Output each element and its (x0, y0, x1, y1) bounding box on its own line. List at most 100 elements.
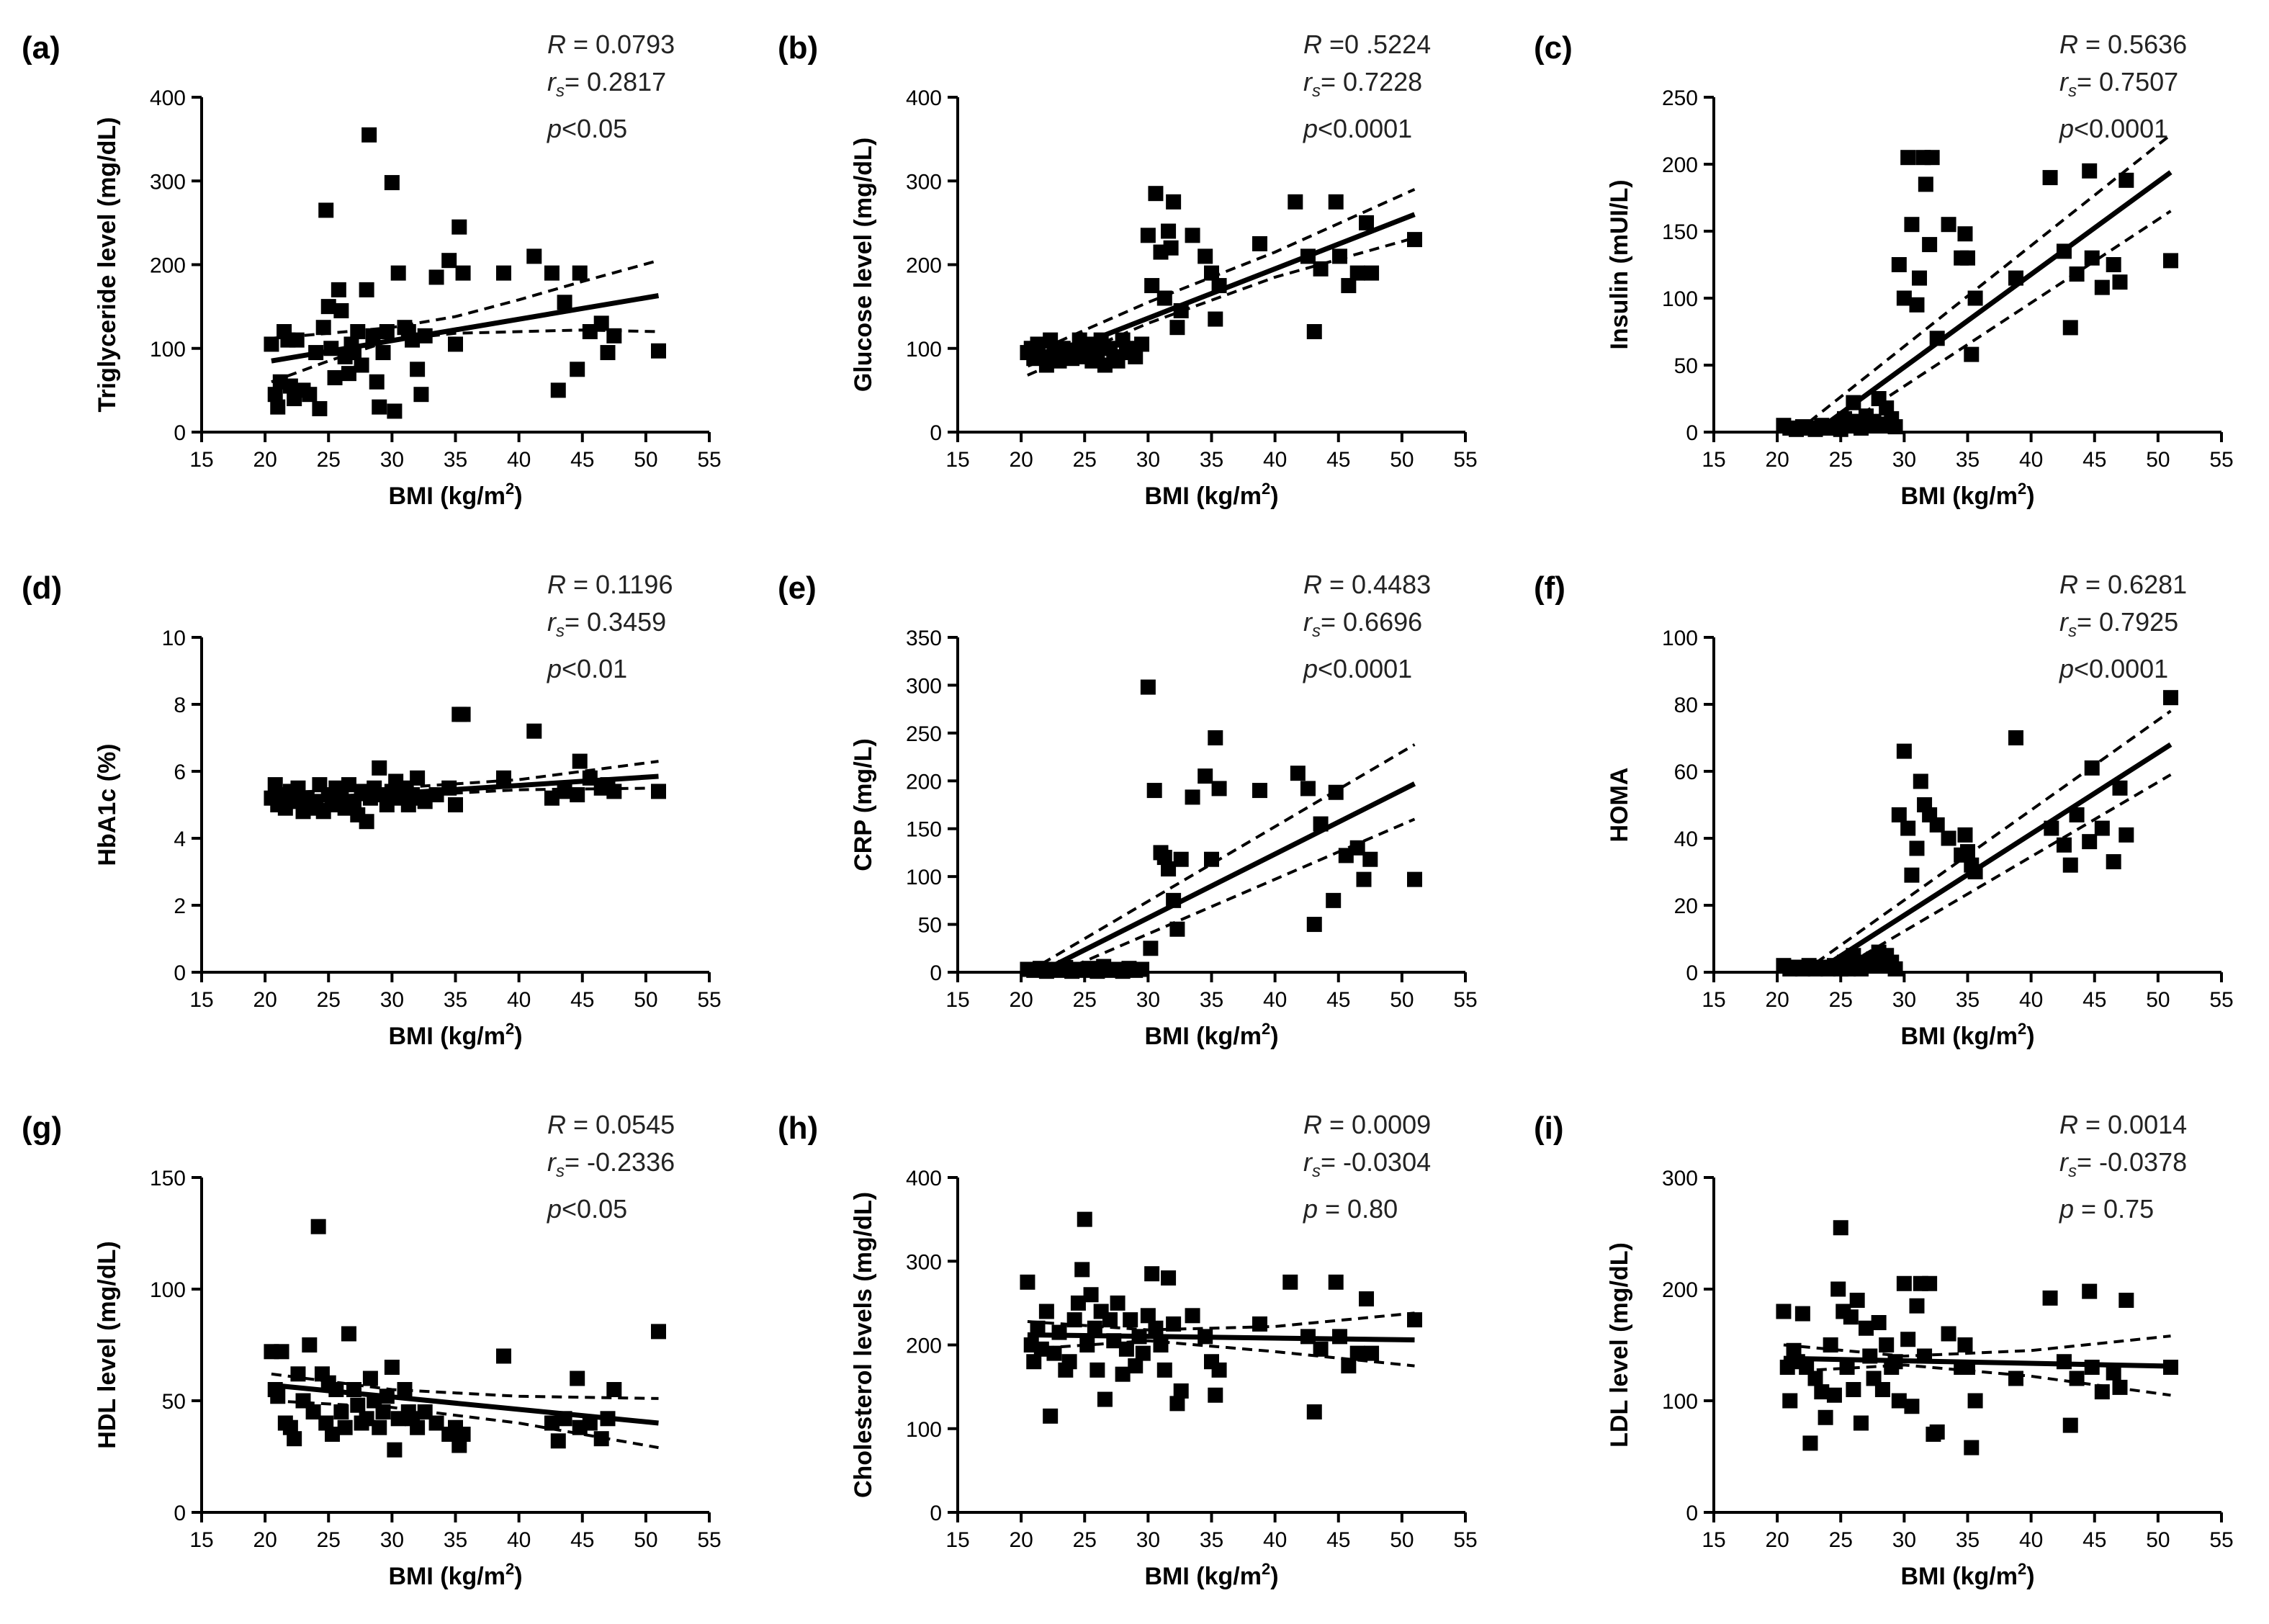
data-point (1900, 1332, 1916, 1347)
data-point (2082, 1283, 2098, 1299)
stat-r-line: R = 0.0014 (2059, 1106, 2187, 1144)
data-point (2056, 243, 2072, 259)
stat-p-line: p<0.05 (547, 1190, 675, 1228)
stat-r-value: = 0.4483 (1322, 570, 1432, 599)
data-point (1173, 302, 1189, 318)
x-tick-label: 20 (253, 1528, 277, 1552)
data-point (405, 332, 421, 348)
y-tick-label: 0 (174, 421, 186, 445)
data-point (606, 1382, 622, 1397)
data-point (1110, 1295, 1125, 1311)
x-tick-label: 30 (1136, 988, 1160, 1012)
data-point (417, 328, 433, 344)
data-point (1917, 1348, 1933, 1364)
x-axis-title: BMI (kg/m2) (1144, 1020, 1278, 1050)
data-point (1038, 357, 1054, 373)
data-point (2062, 1417, 2078, 1433)
data-point (1849, 1293, 1865, 1308)
data-point (651, 1324, 666, 1340)
data-point (1814, 1384, 1830, 1400)
x-tick-label: 35 (1200, 448, 1223, 472)
y-tick-label: 10 (162, 627, 186, 650)
y-tick-label: 100 (1662, 1390, 1698, 1414)
data-point (1341, 278, 1357, 294)
data-point (375, 345, 391, 361)
data-point (1051, 1324, 1067, 1340)
data-point (369, 374, 385, 390)
data-point (1300, 781, 1316, 797)
data-point (2084, 250, 2100, 266)
stat-rs-value: = -0.0378 (2077, 1147, 2188, 1177)
stat-rs-symbol: r (1303, 67, 1312, 97)
data-point (384, 1360, 400, 1375)
data-point (1807, 1370, 1823, 1386)
x-axis-title: BMI (kg/m2) (1900, 1020, 2034, 1050)
y-tick-label: 0 (930, 421, 942, 445)
data-point (1173, 1383, 1189, 1399)
stat-rs-line: rs= 0.3459 (547, 604, 673, 650)
data-point (1922, 1275, 1938, 1291)
x-tick-label: 15 (189, 448, 213, 472)
data-point (1198, 248, 1213, 264)
stat-rs-value: = 0.2817 (565, 67, 667, 97)
stats-block: R = 0.4483 rs= 0.6696 p<0.0001 (1303, 566, 1431, 688)
x-tick-label: 50 (634, 448, 657, 472)
y-tick-label: 8 (174, 694, 186, 717)
y-tick-label: 400 (906, 1167, 942, 1190)
data-point (1853, 1415, 1869, 1431)
data-point (1161, 1270, 1177, 1286)
data-point (550, 1433, 566, 1449)
data-point (1349, 265, 1365, 281)
data-point (1288, 194, 1303, 210)
stat-rs-value: = -0.0304 (1321, 1147, 1432, 1177)
data-point (1967, 864, 1983, 879)
data-point (606, 784, 622, 799)
y-tick-label: 80 (1674, 694, 1698, 717)
ci-upper-line (271, 1372, 659, 1400)
data-point (337, 1419, 353, 1435)
data-point (2056, 1354, 2072, 1370)
data-point (282, 378, 298, 394)
stat-p-line: p<0.01 (547, 650, 673, 688)
panel-label: (a) (22, 30, 60, 66)
data-point (1862, 1348, 1878, 1364)
stat-rs-value: = 0.6696 (1321, 607, 1423, 637)
data-point (428, 787, 444, 803)
x-tick-label: 15 (1702, 448, 1725, 472)
data-point (455, 706, 471, 722)
ci-lower-line (1833, 773, 2172, 974)
stat-p-value: <0.0001 (2074, 654, 2169, 684)
data-point (570, 787, 585, 803)
ci-lower-line (271, 328, 659, 384)
data-point (328, 1382, 344, 1397)
data-point (1407, 871, 1422, 887)
x-axis-title-sup: 2 (506, 1020, 514, 1038)
data-point (1941, 1326, 1956, 1342)
stat-r-symbol: R (2059, 570, 2078, 599)
stat-rs-line: rs= 0.7228 (1303, 63, 1431, 110)
x-tick-label: 55 (2209, 988, 2233, 1012)
data-point (1359, 1291, 1375, 1307)
y-tick-label: 0 (1686, 421, 1698, 445)
stat-rs-line: rs= -0.2336 (547, 1144, 675, 1190)
x-axis-title: BMI (kg/m2) (388, 1020, 522, 1050)
data-point (1922, 237, 1938, 253)
data-point (1904, 1399, 1920, 1414)
x-tick-label: 25 (1073, 448, 1097, 472)
data-point (1328, 784, 1344, 800)
data-point (1166, 194, 1182, 210)
x-axis-title-end: ) (2026, 483, 2034, 510)
data-point (1061, 1354, 1077, 1370)
stat-rs-value: = -0.2336 (565, 1147, 675, 1177)
y-tick-label: 300 (150, 170, 186, 194)
data-point (390, 265, 406, 281)
data-point (308, 345, 324, 361)
y-tick-label: 0 (1686, 961, 1698, 985)
data-point (1083, 1287, 1099, 1303)
x-axis-title-sup: 2 (1262, 1020, 1270, 1038)
data-point (346, 345, 361, 361)
data-point (323, 341, 339, 356)
stat-p-line: p<0.0001 (1303, 110, 1431, 148)
data-point (1823, 1337, 1838, 1352)
